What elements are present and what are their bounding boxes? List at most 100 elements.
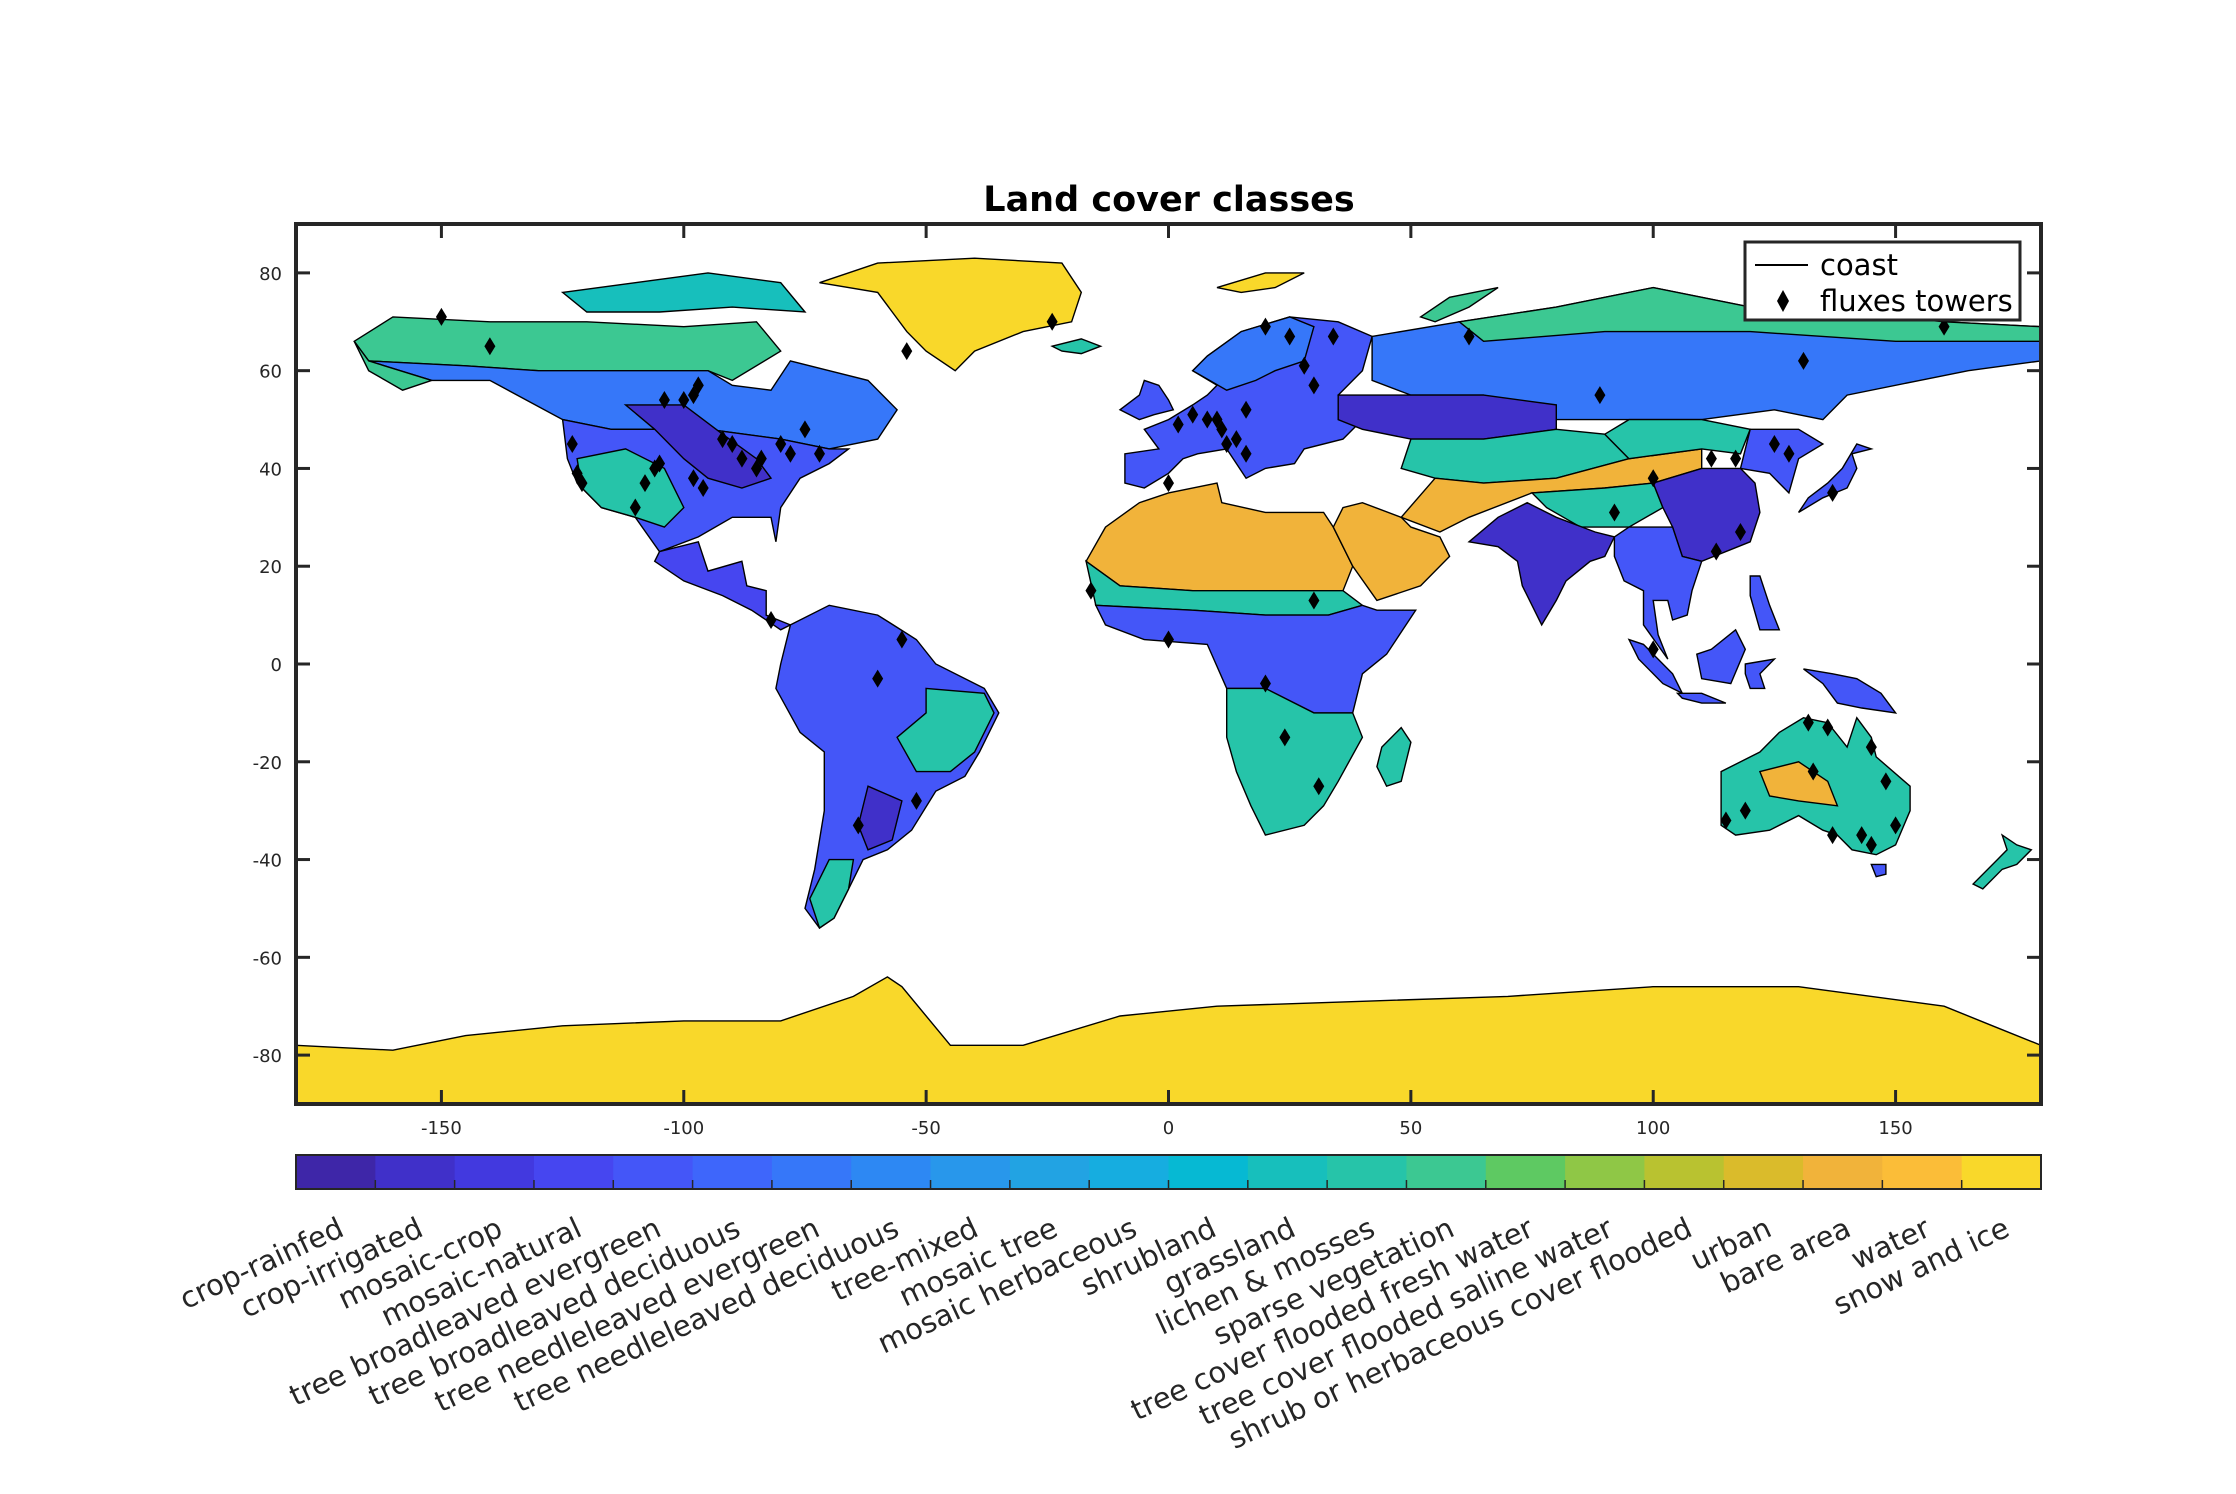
colorbar-swatch <box>1961 1155 2042 1189</box>
land-cover-layer <box>295 257 2042 1105</box>
colorbar-swatch <box>1882 1155 1963 1189</box>
flux-tower-marker <box>1734 523 1746 541</box>
land-sulawesi <box>1744 658 1777 690</box>
x-tick-label: -100 <box>663 1118 704 1139</box>
flux-tower-marker <box>566 435 578 453</box>
flux-tower-marker <box>1856 826 1868 845</box>
land-greenland-ice <box>819 257 1083 372</box>
flux-tower-marker <box>1865 738 1877 757</box>
colorbar-swatch <box>1565 1155 1646 1189</box>
y-tick-label: 0 <box>271 655 282 676</box>
colorbar-swatch <box>1723 1155 1804 1189</box>
map-panel: -150 -100 -50 0 50 100 150 -80 -60 -40 -20 0 20 40 60… <box>253 222 2043 1139</box>
colorbar-swatch <box>454 1155 535 1189</box>
x-tick-label: 0 <box>1163 1118 1174 1139</box>
colorbar-swatch <box>1327 1155 1408 1189</box>
flux-tower-marker <box>784 444 796 463</box>
flux-tower-marker <box>872 669 884 688</box>
land-mongolia-grass <box>1603 418 1752 460</box>
land-manchuria-korea <box>1739 428 1825 495</box>
land-new-guinea <box>1803 668 1898 714</box>
colorbar-swatch <box>1089 1155 1170 1189</box>
colorbar-frame <box>295 1154 2042 1190</box>
colorbar-swatch <box>1406 1155 1487 1189</box>
land-arabia <box>1332 501 1451 602</box>
flux-tower-marker <box>658 391 670 409</box>
land-southeast-asia <box>1613 526 1703 660</box>
land-africa-south <box>1225 687 1364 836</box>
x-tick-label: 100 <box>1636 1118 1670 1139</box>
land-madagascar <box>1376 726 1412 788</box>
flux-tower-marker <box>1313 777 1325 796</box>
flux-tower-marker <box>896 630 908 649</box>
chart-title: Land cover classes <box>983 180 1354 220</box>
x-axis: -150 -100 -50 0 50 100 150 <box>421 224 1913 1139</box>
flux-tower-marker <box>1768 435 1780 453</box>
colorbar-swatch <box>375 1155 456 1189</box>
flux-tower-marker <box>736 449 748 468</box>
flux-tower-marker <box>1594 386 1606 405</box>
flux-tower-marker <box>1827 483 1839 502</box>
flux-tower-marker <box>687 469 699 488</box>
colorbar-swatch <box>1485 1155 1566 1189</box>
colorbar-swatch <box>296 1155 376 1189</box>
flux-tower-marker <box>1865 835 1877 854</box>
flux-tower-marker <box>484 337 496 356</box>
colorbar-swatch <box>1009 1155 1090 1189</box>
flux-tower-marker <box>629 498 641 517</box>
flux-tower-marker <box>1822 718 1834 737</box>
land-novaya-zemlya <box>1419 286 1499 323</box>
flux-tower-marker <box>1163 630 1174 649</box>
land-iceland <box>1050 338 1103 355</box>
flux-tower-marker <box>1187 405 1199 424</box>
y-tick-label: 60 <box>259 362 282 383</box>
land-south-america-forest <box>775 604 1000 929</box>
land-arctic-islands <box>560 272 807 313</box>
flux-tower-marker <box>1802 713 1814 732</box>
legend[interactable]: coast fluxes towers <box>1743 240 2022 322</box>
flux-tower-marker <box>775 435 787 453</box>
flux-tower-marker <box>1211 410 1223 429</box>
colorbar-swatch <box>613 1155 694 1189</box>
flux-tower-marker <box>1463 327 1475 346</box>
land-patagonia <box>809 858 855 930</box>
flux-tower-marker <box>1647 469 1659 488</box>
land-south-america-savanna <box>896 687 995 773</box>
legend-tower-label: fluxes towers <box>1820 284 2013 318</box>
flux-tower-marker <box>1730 449 1742 468</box>
flux-tower-marker <box>1827 826 1839 845</box>
flux-tower-marker <box>1308 591 1320 610</box>
x-tick-label: -50 <box>911 1118 940 1139</box>
y-tick-label: -60 <box>253 948 282 969</box>
flux-tower-marker <box>1327 327 1339 346</box>
x-tick-label: 150 <box>1878 1118 1912 1139</box>
y-tick-label: 20 <box>259 557 282 578</box>
land-philippines <box>1749 575 1781 631</box>
flux-tower-marker <box>678 391 690 409</box>
colorbar-swatch <box>533 1155 614 1189</box>
land-japan <box>1798 443 1874 514</box>
colorbar-swatch <box>1247 1155 1328 1189</box>
flux-towers-layer <box>435 307 1950 854</box>
flux-tower-marker <box>1938 317 1950 336</box>
flux-tower-marker <box>1240 400 1252 419</box>
land-central-america <box>653 540 793 631</box>
flux-tower-marker <box>852 816 864 835</box>
flux-tower-marker <box>1308 376 1320 395</box>
land-antarctica-ice <box>295 976 2042 1105</box>
flux-tower-marker <box>1647 640 1659 659</box>
y-tick-label: 40 <box>259 459 282 480</box>
flux-tower-marker <box>1259 674 1271 693</box>
legend-box <box>1743 240 2022 322</box>
colorbar-swatch <box>851 1155 932 1189</box>
flux-tower-marker <box>1240 444 1252 463</box>
y-tick-label: 80 <box>259 264 282 285</box>
land-north-america-croplands <box>623 404 773 489</box>
y-tick-label: -80 <box>253 1046 282 1067</box>
flux-tower-marker <box>1085 581 1097 600</box>
x-tick-label: -150 <box>421 1118 462 1139</box>
flux-tower-marker <box>726 435 738 453</box>
colorbar-swatch <box>1168 1155 1249 1189</box>
colorbar-swatch <box>930 1155 1011 1189</box>
flux-tower-marker <box>814 444 825 463</box>
